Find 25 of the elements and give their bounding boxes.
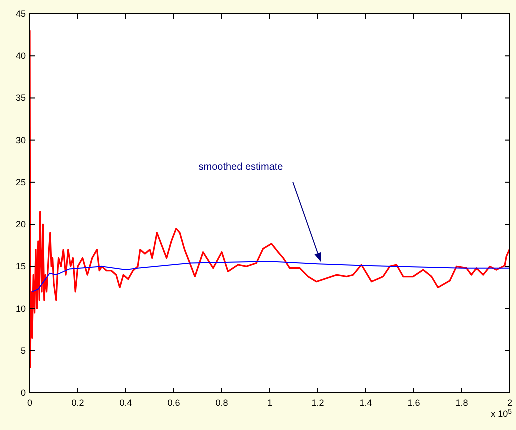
- line-series: [30, 30, 510, 369]
- x-tick-label: 1: [267, 398, 273, 408]
- text: x 10$^{5}$: [491, 408, 512, 419]
- y-tick-label: 5: [20, 346, 26, 356]
- y-tick-label: 30: [16, 135, 26, 146]
- y-tick-label: 15: [16, 262, 26, 272]
- x-tick-label: 1.2: [312, 398, 324, 408]
- x-tick-label: 2: [507, 398, 513, 408]
- y-tick-label: 35: [16, 93, 26, 104]
- x-tick-label: 0.4: [120, 398, 132, 408]
- annotation: smoothed estimate: [198, 162, 284, 173]
- y-tick-label: 40: [16, 51, 26, 62]
- y-tick-label: 10: [16, 304, 26, 314]
- x-tick-label: 1.4: [360, 398, 372, 408]
- x-tick-label: 0.6: [168, 398, 180, 408]
- x-tick-label: 0.8: [216, 398, 228, 408]
- y-tick-label: 0: [20, 388, 26, 398]
- x-tick-label: 1.8: [456, 398, 468, 408]
- y-tick-label: 25: [16, 177, 26, 188]
- y-tick-label: 20: [16, 220, 26, 230]
- x-tick-label: 1.6: [408, 398, 420, 408]
- x-tick-label: 0: [27, 398, 33, 408]
- y-tick-label: 45: [16, 9, 26, 19]
- line-series: [32, 261, 510, 292]
- x-tick-label: 0.2: [72, 398, 84, 408]
